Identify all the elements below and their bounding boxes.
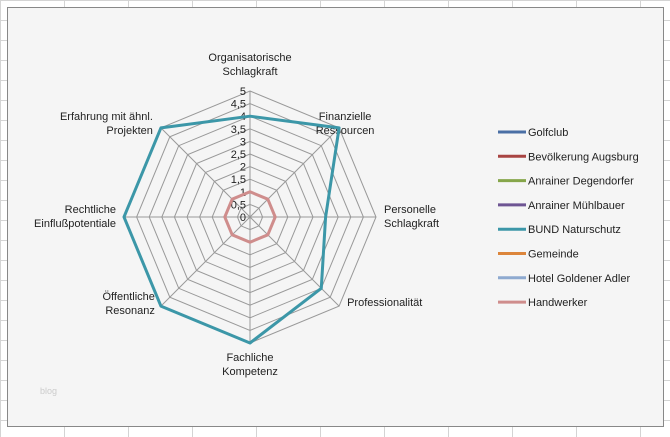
tick-label: 0 [240,212,246,224]
legend-entry: Handwerker [528,297,588,309]
category-label: Rechtliche Einflußpotentiale [34,204,116,230]
radar-chart[interactable]: 0 0,5 1 1,5 2 2,5 3 3,5 4 4,5 5 Organisatorische Sch… [7,7,664,427]
tick-label: 3 [240,136,246,148]
category-label-line: Schlagkraft [222,66,277,78]
watermark: blog [40,386,58,396]
spoke [249,127,340,218]
series-line [122,114,341,345]
category-label-line: Kompetenz [222,366,278,378]
tick-label: 1,5 [231,174,246,186]
legend-entry: Bevölkerung Augsburg [528,151,639,163]
category-label-line: Schlagkraft [384,218,439,230]
category-label-line: Personelle [384,204,436,216]
series-line [223,190,277,244]
legend-entry: Anrainer Degendorfer [528,176,634,188]
spoke [160,216,251,307]
category-label: Personelle Schlagkraft [384,204,439,230]
legend-entry: Golfclub [528,127,568,139]
category-label-line: Finanzielle [319,111,372,123]
legend-entry: Hotel Goldener Adler [528,273,630,285]
legend-entry: Gemeinde [528,249,579,261]
category-label-line: Fachliche [226,352,273,364]
spoke [249,216,340,307]
category-label-line: Ressourcen [316,125,375,137]
category-label-line: Professionalität [347,297,422,309]
category-label: Öffentliche Resonanz [103,291,155,317]
category-label: Professionalität [347,297,422,309]
category-label-line: Erfahrung mit ähnl. [60,111,153,123]
category-label-line: Organisatorische [208,52,291,64]
category-label-line: Resonanz [105,305,155,317]
tick-label: 0,5 [231,199,246,211]
legend-entry: Anrainer Mühlbauer [528,200,625,212]
category-label: Erfahrung mit ähnl. Projekten [60,111,153,137]
legend-entry: BUND Naturschutz [528,224,621,236]
tick-label: 2,5 [231,149,246,161]
category-label: Organisatorische Schlagkraft [208,52,291,78]
tick-label: 3,5 [231,124,246,136]
category-label-line: Rechtliche [65,204,116,216]
category-label-line: Einflußpotentiale [34,218,116,230]
category-label: Fachliche Kompetenz [222,352,278,378]
category-label-line: Projekten [106,125,152,137]
tick-label: 1 [240,187,246,199]
tick-label: 5 [240,86,246,98]
tick-label: 4,5 [231,99,246,111]
tick-label: 2 [240,162,246,174]
category-label: Finanzielle Ressourcen [316,111,375,137]
spoke [160,127,251,218]
category-label-line: Öffentliche [103,291,155,303]
